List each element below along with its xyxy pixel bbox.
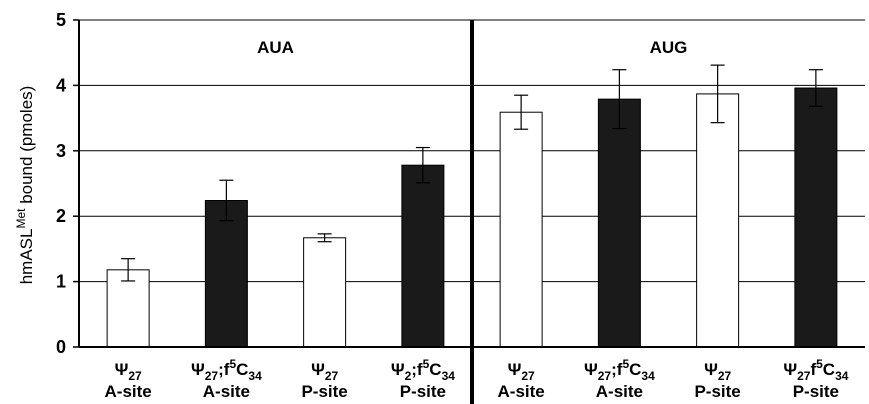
bar: [499, 111, 543, 348]
y-axis-label: hmASLMet bound (pmoles): [14, 86, 36, 285]
y-tick-label: 2: [56, 206, 66, 226]
error-bar: [121, 258, 136, 282]
x-category-label-line2: A-site: [498, 382, 545, 401]
panel-labels: AUA AUG: [257, 38, 687, 57]
grid-lines: [73, 19, 865, 348]
x-category-label-line2: P-site: [694, 382, 740, 401]
x-category-label-line2: P-site: [301, 382, 347, 401]
y-tick-label: 1: [56, 272, 66, 292]
x-category-label-line1: Ψ27;f5C34: [584, 357, 655, 383]
error-bar: [612, 69, 627, 130]
bar: [303, 237, 347, 348]
y-tick-label: 5: [56, 10, 66, 30]
error-bars-group: [121, 64, 823, 282]
y-tick-label: 4: [56, 75, 66, 95]
y-tick-label: 3: [56, 141, 66, 161]
panel-label: AUA: [257, 38, 294, 57]
x-category-label-line1: Ψ27: [115, 360, 142, 383]
error-bar: [808, 69, 823, 107]
x-category-label-line2: A-site: [105, 382, 152, 401]
bar: [597, 98, 641, 348]
x-category-label-line1: Ψ27;f5C34: [191, 357, 262, 383]
error-bar: [710, 64, 725, 124]
axes-group: [78, 20, 865, 404]
x-category-label-line1: Ψ27: [704, 360, 731, 383]
x-category-label-line1: Ψ27: [311, 360, 338, 383]
x-category-labels: Ψ27A-siteΨ27;f5C34A-siteΨ27P-siteΨ2;f5C3…: [105, 357, 849, 401]
y-tick-labels: 0 1 2 3 4 5: [56, 10, 66, 357]
error-bar: [317, 233, 332, 243]
panel-label: AUG: [650, 38, 688, 57]
error-bar: [219, 179, 234, 222]
bar: [204, 200, 248, 348]
bars-group: [106, 87, 838, 348]
x-category-label-line1: Ψ27: [508, 360, 535, 383]
x-category-label-line2: A-site: [203, 382, 250, 401]
x-category-label-line2: A-site: [596, 382, 643, 401]
bar: [106, 269, 150, 348]
bar: [794, 87, 838, 348]
x-category-label-line1: Ψ27f5C34: [783, 357, 848, 383]
y-tick-label: 0: [56, 337, 66, 357]
error-bar: [415, 146, 430, 184]
x-category-label-line2: P-site: [400, 382, 446, 401]
x-category-label-line2: P-site: [793, 382, 839, 401]
bar: [696, 93, 740, 348]
x-category-label-line1: Ψ2;f5C34: [391, 357, 455, 383]
bar: [401, 164, 445, 348]
error-bar: [514, 94, 529, 130]
